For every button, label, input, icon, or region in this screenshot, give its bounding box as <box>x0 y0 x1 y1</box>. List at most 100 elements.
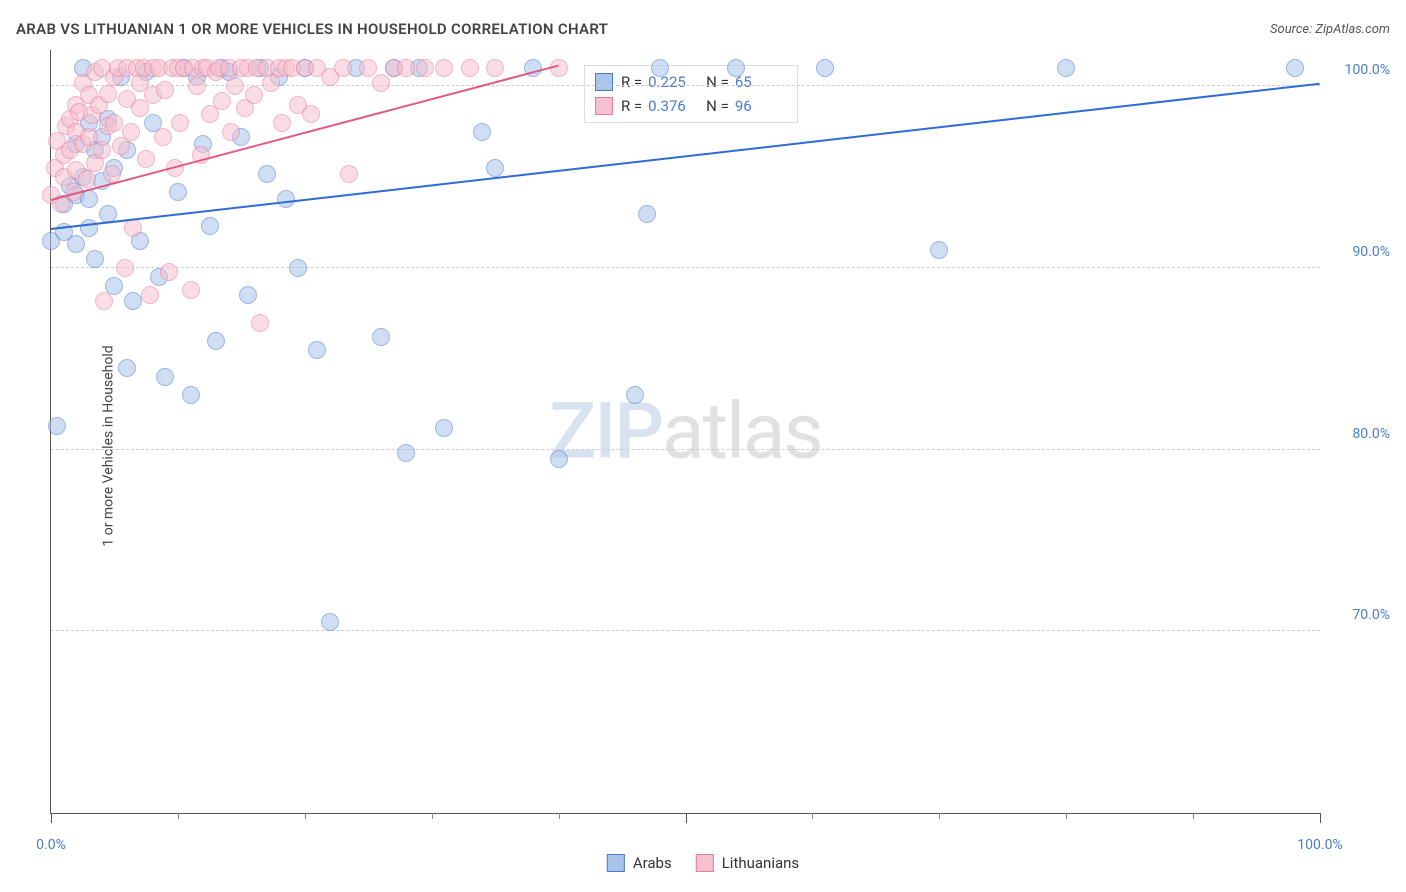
watermark: ZIPatlas <box>549 386 822 477</box>
data-point <box>207 332 225 350</box>
data-point <box>372 74 390 92</box>
y-tick-label: 100.0% <box>1330 62 1390 78</box>
x-tick-major <box>1320 813 1321 823</box>
bottom-legend: Arabs Lithuanians <box>607 854 799 872</box>
data-point <box>289 259 307 277</box>
data-point <box>359 59 377 77</box>
grid-line <box>51 449 1320 450</box>
data-point <box>550 450 568 468</box>
stats-n-value: 96 <box>735 94 787 118</box>
data-point <box>154 128 172 146</box>
legend-item-arabs: Arabs <box>607 854 672 872</box>
stats-swatch <box>595 73 613 91</box>
data-point <box>78 170 96 188</box>
data-point <box>222 123 240 141</box>
stats-row: R =0.376N =96 <box>595 94 787 118</box>
stats-r-label: R = <box>621 70 642 94</box>
stats-n-label: N = <box>706 70 729 94</box>
data-point <box>245 86 263 104</box>
data-point <box>124 219 142 237</box>
data-point <box>930 241 948 259</box>
data-point <box>651 59 669 77</box>
data-point <box>486 159 504 177</box>
data-point <box>118 359 136 377</box>
scatter-plot: ZIPatlas R =0.225N =65R =0.376N =96 70.0… <box>50 50 1320 814</box>
data-point <box>93 141 111 159</box>
y-tick-label: 70.0% <box>1330 607 1390 623</box>
legend-label-lithuanians: Lithuanians <box>722 854 799 872</box>
data-point <box>1057 59 1075 77</box>
watermark-atlas: atlas <box>662 386 822 477</box>
data-point <box>182 281 200 299</box>
data-point <box>321 613 339 631</box>
data-point <box>340 165 358 183</box>
data-point <box>182 386 200 404</box>
legend-item-lithuanians: Lithuanians <box>696 854 799 872</box>
x-tick-minor <box>178 813 179 819</box>
y-tick-label: 80.0% <box>1330 426 1390 442</box>
data-point <box>86 250 104 268</box>
stats-n-label: N = <box>706 94 729 118</box>
stats-row: R =0.225N =65 <box>595 70 787 94</box>
data-point <box>156 81 174 99</box>
x-tick-minor <box>812 813 813 819</box>
data-point <box>226 77 244 95</box>
data-point <box>302 105 320 123</box>
data-point <box>48 417 66 435</box>
data-point <box>80 219 98 237</box>
grid-line <box>51 630 1320 631</box>
data-point <box>201 217 219 235</box>
data-point <box>258 165 276 183</box>
data-point <box>473 123 491 141</box>
x-tick-label: 0.0% <box>36 837 66 853</box>
x-tick-minor <box>939 813 940 819</box>
data-point <box>277 190 295 208</box>
data-point <box>171 114 189 132</box>
data-point <box>816 59 834 77</box>
data-point <box>137 150 155 168</box>
legend-label-arabs: Arabs <box>633 854 672 872</box>
data-point <box>435 59 453 77</box>
data-point <box>141 286 159 304</box>
data-point <box>461 59 479 77</box>
x-tick-label: 100.0% <box>1297 837 1342 853</box>
data-point <box>626 386 644 404</box>
x-tick-minor <box>305 813 306 819</box>
data-point <box>239 286 257 304</box>
data-point <box>486 59 504 77</box>
y-tick-label: 90.0% <box>1330 244 1390 260</box>
data-point <box>435 419 453 437</box>
data-point <box>122 123 140 141</box>
data-point <box>638 205 656 223</box>
stats-r-label: R = <box>621 94 642 118</box>
stats-legend-box: R =0.225N =65R =0.376N =96 <box>584 65 798 123</box>
data-point <box>213 92 231 110</box>
legend-swatch-lithuanians <box>696 854 714 872</box>
data-point <box>116 259 134 277</box>
source-credit: Source: ZipAtlas.com <box>1270 22 1390 37</box>
data-point <box>105 114 123 132</box>
grid-line <box>51 267 1320 268</box>
x-tick-minor <box>432 813 433 819</box>
data-point <box>124 292 142 310</box>
data-point <box>397 444 415 462</box>
data-point <box>308 341 326 359</box>
data-point <box>156 368 174 386</box>
data-point <box>273 114 291 132</box>
data-point <box>95 292 113 310</box>
x-tick-minor <box>1066 813 1067 819</box>
data-point <box>1286 59 1304 77</box>
data-point <box>251 314 269 332</box>
data-point <box>727 59 745 77</box>
data-point <box>103 165 121 183</box>
data-point <box>188 77 206 95</box>
data-point <box>372 328 390 346</box>
x-tick-major <box>686 813 687 823</box>
x-tick-major <box>51 813 52 823</box>
data-point <box>99 85 117 103</box>
legend-swatch-arabs <box>607 854 625 872</box>
data-point <box>67 235 85 253</box>
x-tick-minor <box>1193 813 1194 819</box>
chart-title: ARAB VS LITHUANIAN 1 OR MORE VEHICLES IN… <box>16 20 608 38</box>
stats-swatch <box>595 97 613 115</box>
